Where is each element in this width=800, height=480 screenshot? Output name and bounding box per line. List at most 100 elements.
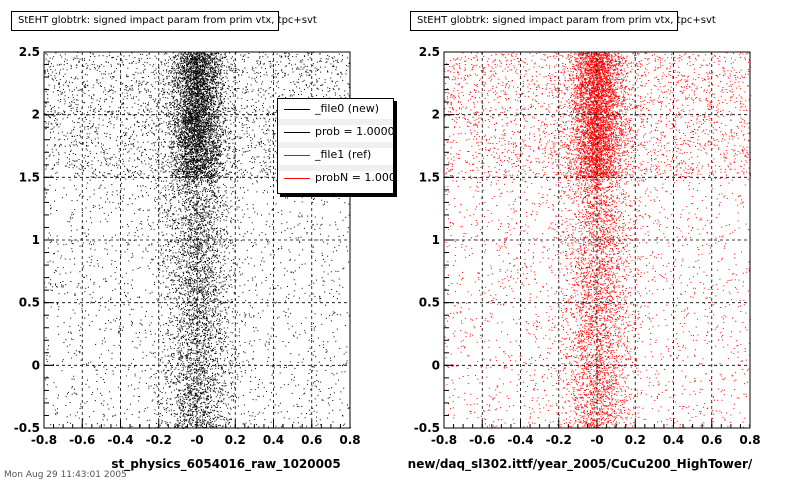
scatter-point	[199, 357, 200, 358]
scatter-point	[234, 292, 235, 293]
scatter-point	[157, 414, 158, 415]
scatter-point	[203, 361, 204, 362]
scatter-point	[220, 270, 221, 271]
scatter-point	[182, 403, 183, 404]
scatter-point	[215, 364, 216, 365]
scatter-point	[184, 181, 185, 182]
scatter-point	[179, 322, 180, 323]
scatter-point	[303, 394, 304, 395]
scatter-point	[316, 421, 317, 422]
scatter-point	[209, 267, 210, 268]
scatter-point	[201, 182, 202, 183]
scatter-point	[181, 405, 182, 406]
scatter-point	[47, 361, 48, 362]
scatter-point	[178, 420, 179, 421]
scatter-point	[201, 402, 202, 403]
scatter-point	[266, 391, 267, 392]
scatter-point	[102, 343, 103, 344]
scatter-point	[346, 363, 347, 364]
scatter-point	[134, 389, 135, 390]
scatter-point	[182, 427, 183, 428]
scatter-point	[67, 393, 68, 394]
scatter-point	[170, 422, 171, 423]
scatter-point	[213, 274, 214, 275]
scatter-point	[237, 376, 238, 377]
scatter-point	[227, 210, 228, 211]
scatter-point	[183, 300, 184, 301]
scatter-point	[231, 299, 232, 300]
scatter-point	[116, 318, 117, 319]
scatter-point	[87, 401, 88, 402]
scatter-point	[71, 230, 72, 231]
scatter-point	[286, 297, 287, 298]
scatter-point	[169, 410, 170, 411]
scatter-point	[230, 426, 231, 427]
scatter-point	[179, 266, 180, 267]
scatter-point	[289, 418, 290, 419]
scatter-point	[170, 208, 171, 209]
scatter-point	[193, 335, 194, 336]
scatter-point	[190, 252, 191, 253]
scatter-point	[124, 304, 125, 305]
scatter-point	[71, 214, 72, 215]
scatter-point	[169, 249, 170, 250]
scatter-point	[199, 206, 200, 207]
scatter-point	[94, 282, 95, 283]
scatter-point	[95, 344, 96, 345]
scatter-point	[202, 216, 203, 217]
scatter-point	[87, 261, 88, 262]
scatter-point	[208, 378, 209, 379]
scatter-point	[250, 377, 251, 378]
scatter-point	[203, 281, 204, 282]
scatter-point	[194, 298, 195, 299]
scatter-point	[104, 425, 105, 426]
scatter-point	[128, 293, 129, 294]
scatter-point	[232, 354, 233, 355]
scatter-point	[54, 382, 55, 383]
scatter-point	[111, 276, 112, 277]
scatter-point	[179, 280, 180, 281]
scatter-point	[132, 253, 133, 254]
scatter-point	[276, 336, 277, 337]
scatter-point	[217, 407, 218, 408]
scatter-point	[197, 253, 198, 254]
scatter-point	[338, 271, 339, 272]
scatter-point	[193, 323, 194, 324]
scatter-point	[206, 298, 207, 299]
scatter-point	[262, 299, 263, 300]
scatter-point	[230, 179, 231, 180]
scatter-point	[202, 372, 203, 373]
scatter-point	[112, 353, 113, 354]
scatter-point	[219, 341, 220, 342]
scatter-point	[215, 378, 216, 379]
scatter-point	[297, 225, 298, 226]
scatter-point	[69, 326, 70, 327]
scatter-point	[204, 373, 205, 374]
scatter-point	[203, 335, 204, 336]
scatter-point	[261, 178, 262, 179]
scatter-point	[183, 374, 184, 375]
scatter-point	[205, 220, 206, 221]
scatter-point	[199, 244, 200, 245]
scatter-point	[331, 260, 332, 261]
scatter-point	[183, 337, 184, 338]
scatter-point	[239, 207, 240, 208]
scatter-point	[132, 341, 133, 342]
scatter-point	[71, 387, 72, 388]
scatter-point	[79, 303, 80, 304]
scatter-point	[310, 194, 311, 195]
scatter-point	[178, 347, 179, 348]
scatter-point	[191, 275, 192, 276]
scatter-point	[309, 285, 310, 286]
scatter-point	[167, 381, 168, 382]
scatter-point	[178, 214, 179, 215]
scatter-point	[172, 225, 173, 226]
scatter-point	[301, 237, 302, 238]
scatter-point	[46, 287, 47, 288]
scatter-point	[202, 205, 203, 206]
scatter-point	[173, 220, 174, 221]
scatter-point	[182, 294, 183, 295]
scatter-point	[220, 331, 221, 332]
scatter-point	[80, 404, 81, 405]
scatter-point	[210, 335, 211, 336]
